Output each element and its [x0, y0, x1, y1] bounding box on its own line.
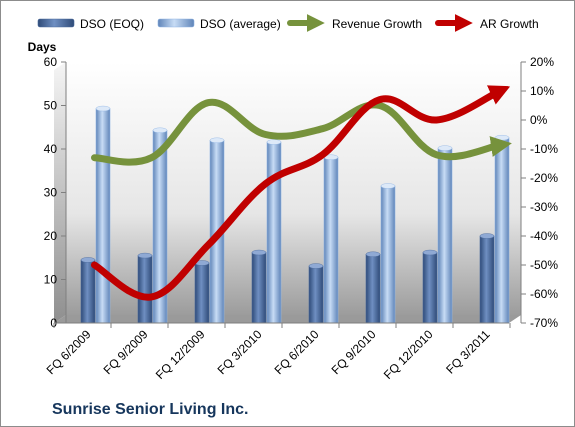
bar [365, 251, 381, 324]
bar-top [437, 145, 453, 151]
bar-top [308, 263, 324, 269]
right-axis-tick-label: 0% [530, 113, 548, 127]
bar-body [251, 252, 267, 324]
bar-body [323, 156, 339, 324]
series-line [91, 85, 511, 301]
legend-swatch [37, 18, 75, 28]
bar [494, 134, 510, 324]
left-axis-tick-label: 30 [44, 186, 58, 200]
bar-body [494, 137, 510, 324]
legend-label: DSO (average) [200, 17, 281, 31]
bar [422, 249, 438, 324]
y-axis-title-left: Days [28, 40, 57, 54]
bar [479, 233, 495, 324]
bar [308, 263, 324, 324]
right-axis-tick-label: -30% [530, 200, 558, 214]
bar [251, 249, 267, 324]
bar [137, 252, 153, 324]
right-axis-tick-label: -70% [530, 316, 558, 330]
left-axis-tick-label: 60 [44, 55, 58, 69]
left-axis-tick-label: 50 [44, 99, 58, 113]
bar [95, 105, 111, 324]
bar-body [194, 262, 210, 324]
left-axis-tick-label: 10 [44, 273, 58, 287]
bar-top [494, 134, 510, 141]
left-axis-tick-label: 20 [44, 229, 58, 243]
legend-item: DSO (EOQ) [37, 17, 144, 31]
plot-floor [54, 315, 521, 323]
bar-body [308, 265, 324, 324]
legend-item: DSO (average) [157, 17, 281, 31]
right-axis-tick-label: -40% [530, 229, 558, 243]
bar-top [365, 251, 381, 257]
right-axis-tick-label: -10% [530, 142, 558, 156]
bar [194, 260, 210, 324]
legend-label: DSO (EOQ) [80, 17, 144, 31]
bar-body [422, 252, 438, 324]
legend-item: AR Growth [435, 14, 539, 32]
bar-top [95, 105, 111, 112]
bar-top [137, 252, 153, 259]
bar [80, 257, 96, 324]
legend-item: Revenue Growth [287, 14, 422, 32]
right-axis-tick-label: -60% [530, 287, 558, 301]
legend: DSO (EOQ) DSO (average) Revenue Growth AR G… [37, 14, 539, 32]
right-axis: -70% -60% -50% -40% -30% -20% -10% 0% 10% 20% [520, 55, 558, 330]
bar-top [209, 137, 225, 144]
right-axis-tick-label: 10% [530, 84, 554, 98]
right-axis-tick-label: -20% [530, 171, 558, 185]
left-axis-tick-label: 40 [44, 142, 58, 156]
series-line [91, 98, 512, 166]
bar-body [437, 147, 453, 324]
bar-top [251, 249, 267, 256]
bar-body [95, 108, 111, 324]
right-axis-tick-label: -50% [530, 258, 558, 272]
legend-label: Revenue Growth [332, 17, 422, 31]
plot-side-wall [54, 62, 66, 323]
bar-top [266, 139, 282, 145]
bar-body [266, 141, 282, 324]
bar [380, 183, 396, 324]
chart-title: Sunrise Senior Living Inc. [52, 401, 248, 418]
bar-top [380, 183, 396, 189]
lines [91, 85, 512, 301]
bar-top [422, 249, 438, 256]
bar-top [80, 257, 96, 263]
bar [323, 154, 339, 324]
bar-body [365, 253, 381, 324]
bar [266, 139, 282, 324]
bar-top [152, 127, 168, 133]
bar-body [80, 259, 96, 324]
bar-body [479, 235, 495, 324]
right-axis-tick-label: 20% [530, 55, 554, 69]
bar-top [479, 233, 495, 239]
plot-back-wall [66, 62, 521, 315]
bar-body [137, 255, 153, 324]
bar [437, 145, 453, 324]
legend-label: AR Growth [480, 17, 539, 31]
bar-body [380, 185, 396, 324]
legend-swatch [157, 18, 195, 28]
